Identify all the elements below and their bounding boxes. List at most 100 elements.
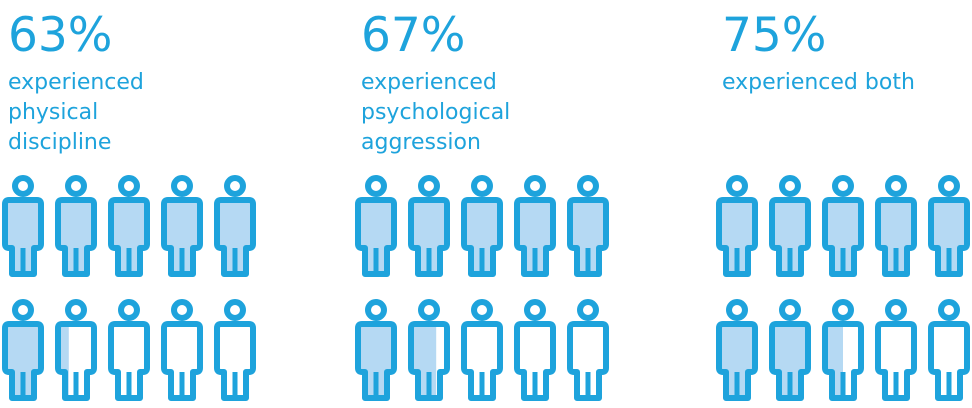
person-head <box>885 299 907 321</box>
pictogram <box>716 175 970 401</box>
person-icon <box>214 175 256 277</box>
person-icon <box>567 299 609 401</box>
person-body <box>567 321 609 401</box>
person-body <box>408 197 450 277</box>
person-icon <box>2 299 44 401</box>
person-icon <box>928 175 970 277</box>
panel-physical-discipline: 63% experienced physical discipline <box>2 0 338 408</box>
person-body <box>514 197 556 277</box>
panel-psychological-aggression: 67% experienced psychological aggression <box>355 0 691 408</box>
label-line: experienced <box>361 70 497 95</box>
person-head <box>118 175 140 197</box>
person-icon <box>716 175 758 277</box>
person-icon <box>769 299 811 401</box>
person-icon <box>108 299 150 401</box>
person-fill <box>411 324 437 398</box>
person-body <box>769 321 811 401</box>
person-body <box>822 197 864 277</box>
person-body <box>461 197 503 277</box>
panel-experienced-both: 75% experienced both <box>716 0 972 408</box>
person-icon <box>769 175 811 277</box>
person-icon <box>461 299 503 401</box>
person-head <box>524 175 546 197</box>
person-icon <box>514 175 556 277</box>
person-body <box>567 197 609 277</box>
person-icon <box>161 299 203 401</box>
pictogram <box>2 175 256 401</box>
person-icon <box>214 299 256 401</box>
person-body <box>716 197 758 277</box>
person-icon <box>2 175 44 277</box>
person-icon <box>875 175 917 277</box>
person-body <box>355 197 397 277</box>
person-head <box>65 175 87 197</box>
person-head <box>365 299 387 321</box>
person-head <box>577 175 599 197</box>
percent-value: 67% <box>361 8 466 63</box>
person-icon <box>461 175 503 277</box>
person-head <box>65 299 87 321</box>
label-line: psychological <box>361 100 511 125</box>
person-body <box>214 197 256 277</box>
person-body <box>716 321 758 401</box>
person-head <box>885 175 907 197</box>
label-line: experienced <box>8 70 144 95</box>
person-head <box>365 175 387 197</box>
label-line: physical <box>8 100 99 125</box>
person-body <box>2 321 44 401</box>
label-line: experienced both <box>722 70 915 95</box>
person-head <box>12 299 34 321</box>
person-body <box>875 197 917 277</box>
person-icon <box>514 299 556 401</box>
person-body <box>875 321 917 401</box>
person-head <box>418 299 440 321</box>
person-body <box>822 321 864 401</box>
person-body <box>161 321 203 401</box>
person-icon <box>928 299 970 401</box>
person-icon <box>822 299 864 401</box>
person-body <box>161 197 203 277</box>
person-icon <box>716 299 758 401</box>
person-icon <box>567 175 609 277</box>
person-head <box>471 299 493 321</box>
person-icon <box>355 299 397 401</box>
person-head <box>779 175 801 197</box>
person-head <box>779 299 801 321</box>
person-head <box>12 175 34 197</box>
person-head <box>171 175 193 197</box>
person-fill <box>58 324 69 398</box>
person-icon <box>55 175 97 277</box>
pictogram <box>355 175 609 401</box>
percent-label: experienced physical discipline <box>8 68 258 158</box>
person-body <box>355 321 397 401</box>
person-head <box>832 299 854 321</box>
person-head <box>224 175 246 197</box>
person-icon <box>408 175 450 277</box>
person-icon <box>55 299 97 401</box>
person-body <box>514 321 556 401</box>
percent-label: experienced both <box>722 68 972 98</box>
person-head <box>224 299 246 321</box>
person-body <box>55 321 97 401</box>
person-body <box>408 321 450 401</box>
person-head <box>471 175 493 197</box>
person-icon <box>161 175 203 277</box>
person-head <box>418 175 440 197</box>
percent-value: 75% <box>722 8 827 63</box>
person-body <box>108 321 150 401</box>
percent-label: experienced psychological aggression <box>361 68 611 158</box>
percent-value: 63% <box>8 8 113 63</box>
person-icon <box>108 175 150 277</box>
person-head <box>726 299 748 321</box>
person-body <box>108 197 150 277</box>
person-icon <box>822 175 864 277</box>
person-head <box>832 175 854 197</box>
person-head <box>577 299 599 321</box>
label-line: aggression <box>361 130 481 155</box>
person-icon <box>408 299 450 401</box>
person-body <box>769 197 811 277</box>
person-icon <box>355 175 397 277</box>
person-head <box>118 299 140 321</box>
person-head <box>938 299 960 321</box>
person-body <box>2 197 44 277</box>
